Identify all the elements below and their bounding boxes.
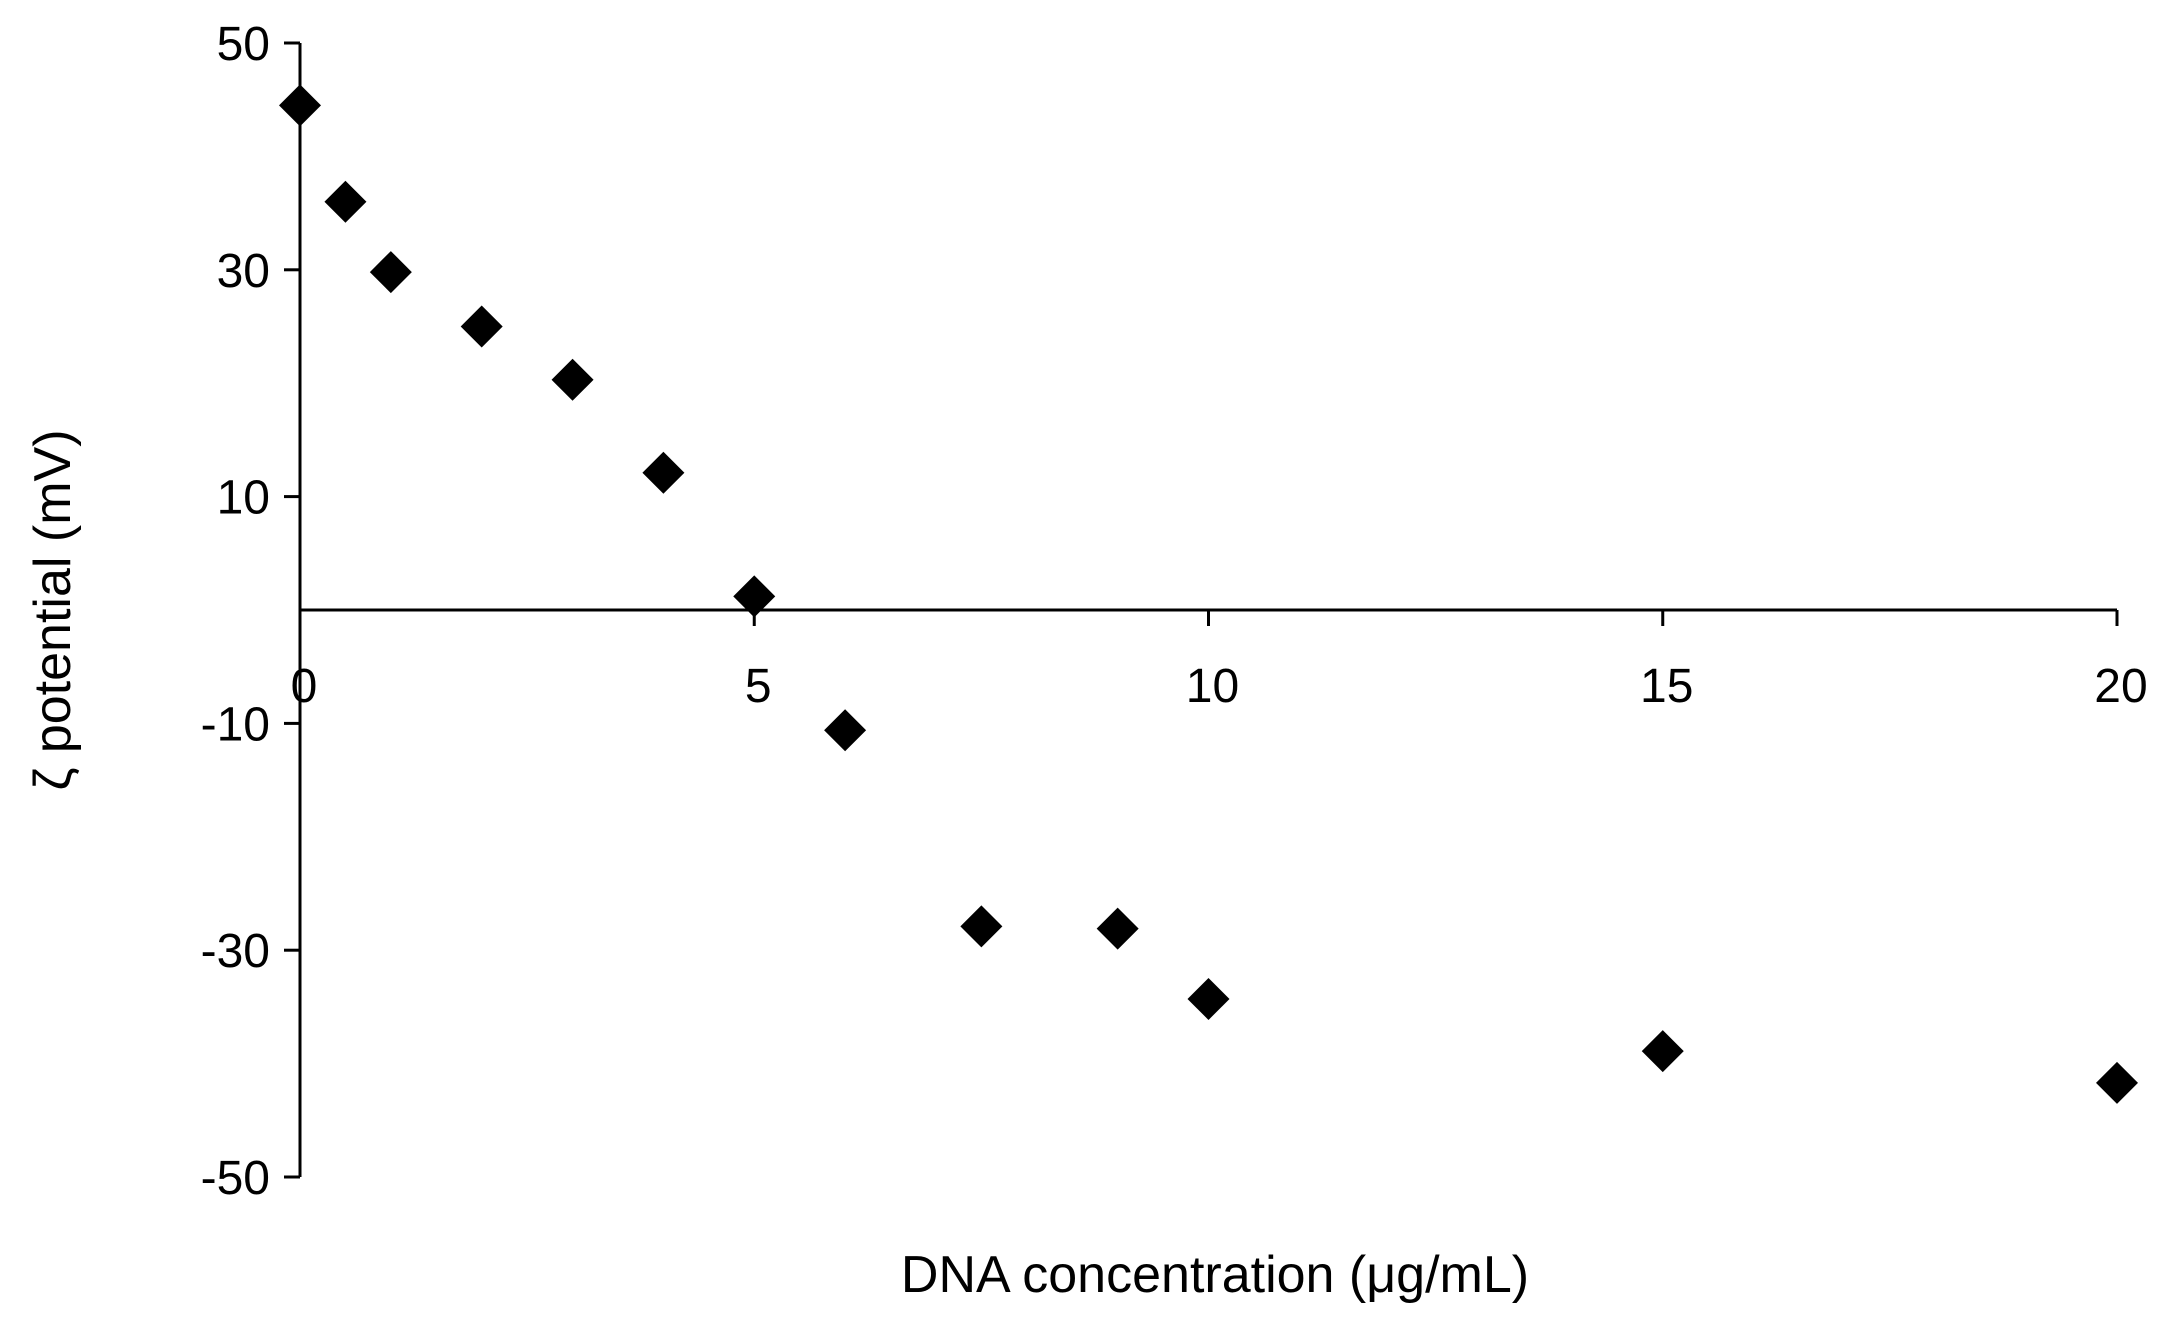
x-tick-label: 20	[2094, 660, 2147, 713]
data-point	[642, 451, 685, 494]
data-points	[279, 84, 2138, 1104]
data-point	[960, 905, 1003, 948]
data-point	[551, 358, 594, 401]
data-point	[1096, 907, 1139, 950]
data-point	[733, 575, 776, 618]
y-tick-label: 30	[217, 245, 270, 298]
data-point	[324, 180, 367, 223]
y-tick-label: 50	[217, 18, 270, 71]
ticks: -50 -30 -10 10 30 50 0 5 10 15 20	[201, 18, 2148, 1205]
y-tick-label: 10	[217, 472, 270, 525]
x-tick-label: 15	[1640, 660, 1693, 713]
data-point	[460, 305, 503, 348]
data-point	[824, 709, 867, 752]
x-tick-label: 10	[1186, 660, 1239, 713]
x-tick-label: 0	[291, 660, 318, 713]
data-point	[2096, 1061, 2138, 1104]
data-point	[1641, 1030, 1684, 1073]
x-axis-title: DNA concentration (μg/mL)	[901, 1246, 1529, 1304]
x-tick-label: 5	[745, 660, 772, 713]
y-axis-title: ζ potential (mV)	[24, 429, 82, 790]
y-tick-label: -10	[201, 698, 270, 751]
y-tick-label: -30	[201, 925, 270, 978]
y-tick-label: -50	[201, 1152, 270, 1205]
data-point	[1187, 977, 1230, 1020]
data-point	[279, 84, 321, 127]
data-point	[369, 251, 412, 294]
